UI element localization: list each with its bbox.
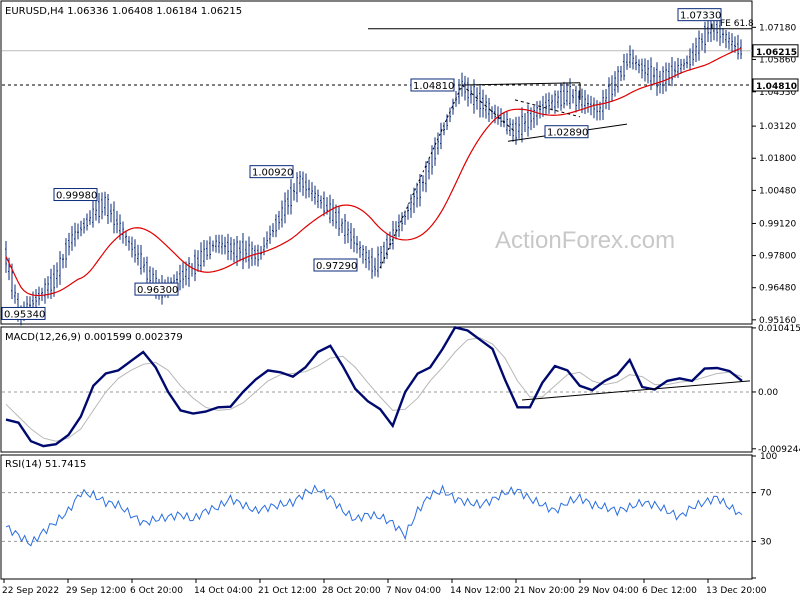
price-panel-frame <box>0 0 753 325</box>
price-tick-label: 1.04530 <box>759 88 796 98</box>
price-label: 0.99980 <box>56 191 97 202</box>
price-label-box <box>134 282 179 296</box>
time-tick-label: 21 Oct 12:00 <box>258 586 317 596</box>
price-tick-label: 1.01800 <box>759 154 796 164</box>
price-label-box <box>410 78 455 92</box>
price-label-box <box>249 165 294 179</box>
price-label: 0.97290 <box>316 261 357 272</box>
time-tick-label: 14 Nov 12:00 <box>450 586 511 596</box>
macd-series <box>5 326 751 448</box>
level-price-label-box <box>752 78 799 92</box>
rsi-tick-label: 30 <box>760 537 772 547</box>
wave-dashed-line <box>514 99 581 118</box>
price-axis: 1.07180 1.05860 1.04530 1.03120 1.01800 1.004… <box>752 23 796 326</box>
macd-tick-label: 0.010415 <box>758 324 800 334</box>
wave-dashed-line <box>379 84 463 269</box>
fe-label: FE 61.8 <box>720 19 754 29</box>
price-label: 0.96300 <box>137 285 178 296</box>
price-tick-label: 0.97800 <box>759 252 796 262</box>
time-tick-label: 21 Nov 20:00 <box>514 586 575 596</box>
time-tick-label: 22 Sep 2022 <box>2 586 59 596</box>
price-tick-label: 1.03120 <box>759 122 796 132</box>
rsi-line <box>5 484 743 547</box>
current-price-label: 1.06215 <box>756 48 797 58</box>
time-tick-label: 29 Sep 12:00 <box>66 586 126 596</box>
price-label: 1.02890 <box>547 128 588 139</box>
level-price-label: 1.04810 <box>756 82 797 92</box>
price-label: 1.04810 <box>413 81 454 92</box>
macd-trendline <box>521 380 751 401</box>
rsi-tick-label: 100 <box>760 452 777 462</box>
price-label-box <box>677 8 722 22</box>
watermark: ActionForex.com <box>495 227 675 254</box>
price-header: EURUSD,H4 1.06336 1.06408 1.06184 1.0621… <box>5 6 242 17</box>
time-tick-label: 6 Dec 12:00 <box>642 586 697 596</box>
time-tick-label: 13 Dec 20:00 <box>706 586 767 596</box>
current-price-label-box <box>752 44 799 58</box>
price-tick-label: 1.05860 <box>759 55 796 65</box>
rsi-series <box>5 484 743 547</box>
price-tick-label: 0.96480 <box>759 284 796 294</box>
time-tick-label: 6 Oct 20:00 <box>130 586 183 596</box>
macd-header: MACD(12,26,9) 0.001599 0.002379 <box>5 332 183 343</box>
time-tick-label: 29 Nov 04:00 <box>578 586 639 596</box>
macd-line <box>5 326 743 448</box>
price-label: 1.00920 <box>252 168 293 179</box>
price-levels: FE 61.8 1.06215 1.04810 <box>2 19 799 92</box>
macd-tick-label: -0.009244 <box>758 445 800 455</box>
rsi-panel-frame <box>0 454 753 580</box>
time-axis: 22 Sep 2022 29 Sep 12:00 6 Oct 20:00 14 Oct… <box>2 579 767 596</box>
macd-axis: 0.010415 0.00 -0.009244 <box>2 324 800 455</box>
price-label: 0.95340 <box>4 309 45 320</box>
price-tick-label: 0.99120 <box>759 219 796 229</box>
price-tick-label: 1.00480 <box>759 186 796 196</box>
price-label-box <box>313 258 358 272</box>
time-tick-label: 28 Oct 20:00 <box>322 586 381 596</box>
price-label-box <box>544 125 589 139</box>
triangle-upper-line <box>461 82 581 86</box>
price-label: 1.07330 <box>680 11 721 22</box>
price-label-box <box>53 188 98 202</box>
rsi-header: RSI(14) 51.7415 <box>5 459 86 470</box>
price-label-box <box>1 306 46 320</box>
rsi-axis: 100 70 30 <box>2 452 777 579</box>
time-tick-label: 14 Oct 04:00 <box>194 586 253 596</box>
time-tick-label: 7 Nov 04:00 <box>386 586 441 596</box>
macd-tick-label: 0.00 <box>758 388 778 398</box>
price-tick-label: 0.95160 <box>759 316 796 326</box>
rsi-tick-label: 70 <box>760 489 772 499</box>
price-annotations: 0.95340 0.99980 0.96300 1.00920 0.97290 1.048… <box>1 8 722 320</box>
moving-average-line <box>5 47 742 297</box>
macd-panel-frame <box>0 326 753 453</box>
macd-signal-line <box>5 337 743 442</box>
price-tick-label: 1.07180 <box>759 23 796 33</box>
